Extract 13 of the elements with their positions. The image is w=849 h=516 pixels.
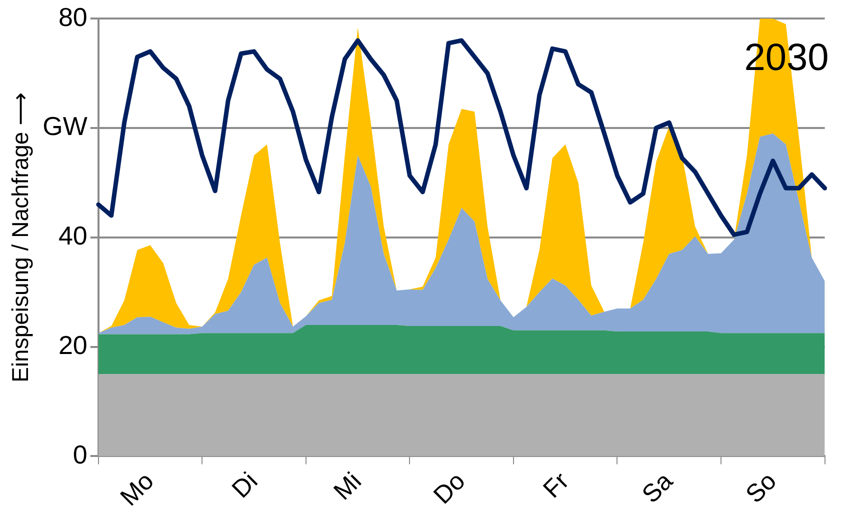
y-tick-label: 80 <box>58 2 88 32</box>
x-tick-label: So <box>740 467 782 509</box>
y-tick-label: 40 <box>58 220 88 251</box>
x-tick-label: Fr <box>538 467 574 504</box>
x-tick-label: Do <box>428 467 471 510</box>
x-tick-label: Mo <box>115 467 160 512</box>
y-tick-label: 20 <box>58 330 88 360</box>
x-tick-label: Sa <box>636 467 678 509</box>
x-tick-label: Mi <box>328 467 367 506</box>
y-tick-label: 0 <box>72 439 88 470</box>
x-tick-label: Di <box>226 467 264 504</box>
y-axis-title: Einspeisung / Nachfrage ⟶ <box>7 92 34 382</box>
y-tick-label: GW <box>42 111 88 142</box>
